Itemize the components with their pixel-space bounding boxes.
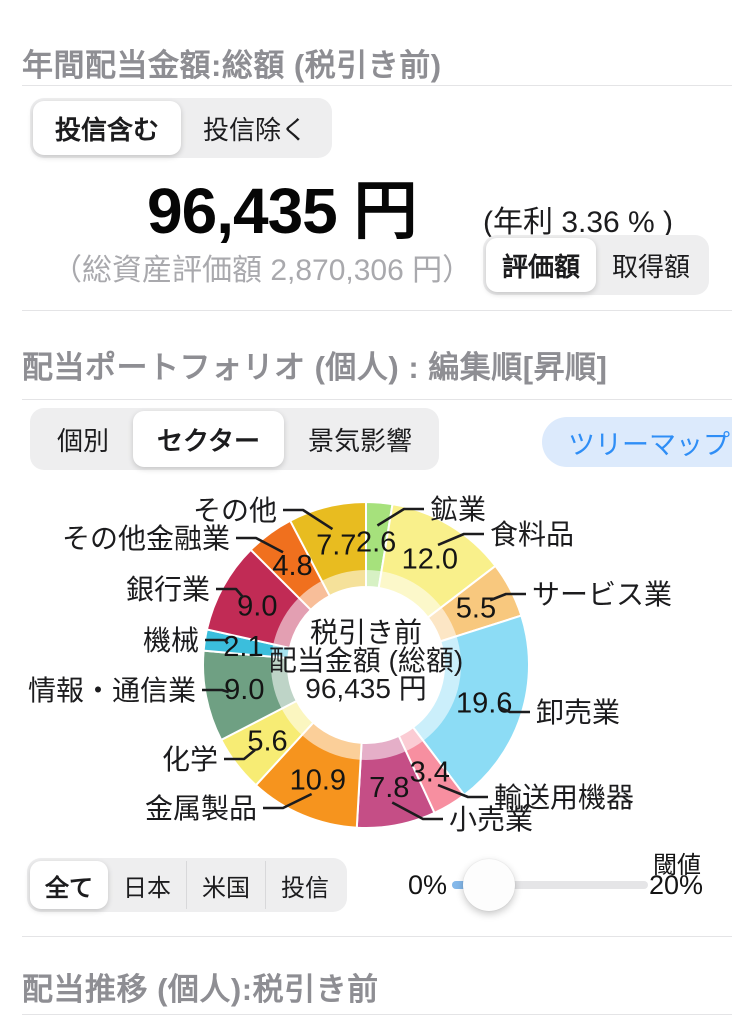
divider	[22, 399, 732, 400]
view-toggle-economy[interactable]: 景気影響	[307, 425, 412, 456]
label-leader-line	[263, 792, 313, 810]
label-leader-line	[489, 592, 526, 602]
annual-dividend-title: 年間配当金額:総額 (税引き前)	[22, 48, 442, 83]
slider-title: 閾値	[653, 852, 701, 879]
segment-value: 3.4	[410, 756, 450, 788]
label-leader-line	[236, 536, 284, 554]
segment-label: 機械	[143, 625, 199, 656]
segment-value: 7.8	[369, 772, 409, 804]
view-toggle: 個別 セクター 景気影響	[30, 408, 439, 470]
donut-segment-卸売業[interactable]	[412, 614, 530, 797]
segment-value: 5.5	[456, 593, 496, 625]
donut-center-text: 税引き前	[310, 617, 422, 648]
treemap-button[interactable]: ツリーマップ	[542, 417, 732, 467]
label-leader-line	[437, 532, 484, 547]
value-toggle-acquisition[interactable]: 取得額	[612, 251, 691, 282]
fund-toggle-exclude[interactable]: 投信除く	[203, 114, 308, 145]
donut-center-text: 96,435 円	[305, 673, 426, 704]
segment-label: 銀行業	[126, 574, 210, 605]
annual-yield: (年利 3.36 % )	[483, 206, 674, 239]
sector-donut-chart[interactable]: 2.6 鉱業 12.0 食料品 5.5 サービス業 19.6 卸売業 3.4 輸送用機器 7.8 小売…	[0, 470, 732, 860]
segment-value: 9.0	[237, 590, 277, 622]
segment-label: 卸売業	[536, 697, 620, 728]
divider	[22, 1014, 732, 1015]
divider	[22, 310, 732, 311]
fund-toggle-include[interactable]: 投信含む	[33, 101, 182, 155]
segment-value: 10.9	[290, 764, 346, 796]
label-leader-line	[205, 638, 229, 645]
region-toggle: 全て 日本 米国 投信	[27, 858, 347, 912]
segment-value: 9.0	[224, 674, 264, 706]
segment-label: サービス業	[532, 579, 672, 610]
segment-value: 4.8	[272, 550, 312, 582]
region-toggle-japan[interactable]: 日本	[123, 874, 171, 902]
label-leader-line	[391, 801, 443, 821]
segment-value: 7.7	[316, 530, 356, 562]
fund-toggle: 投信含む 投信除く	[30, 98, 333, 158]
label-leader-line	[224, 749, 256, 761]
segment-label: その他	[193, 495, 277, 526]
segment-label: 化学	[162, 744, 218, 775]
segment-label: 情報・通信業	[28, 675, 196, 706]
label-leader-line	[216, 587, 245, 599]
label-leader-line	[376, 507, 424, 527]
segment-label: 輸送用機器	[494, 782, 634, 813]
value-toggle-valuation[interactable]: 評価額	[486, 238, 597, 292]
label-leader-line	[283, 508, 334, 531]
segment-value: 19.6	[456, 688, 512, 720]
region-toggle-all[interactable]: 全て	[30, 861, 108, 909]
segment-label: 鉱業	[430, 494, 486, 525]
portfolio-title: 配当ポートフォリオ (個人) : 編集順[昇順]	[22, 350, 608, 385]
segment-value: 2.1	[223, 631, 263, 663]
region-toggle-fund[interactable]: 投信	[265, 861, 344, 909]
threshold-slider-thumb[interactable]	[463, 859, 516, 911]
threshold-slider-track[interactable]	[452, 881, 648, 889]
segment-label: 小売業	[449, 804, 533, 835]
view-toggle-individual[interactable]: 個別	[57, 425, 110, 456]
slider-min-label: 0%	[408, 870, 448, 900]
annual-dividend-amount: 96,435 円	[147, 175, 418, 247]
segment-value: 2.6	[356, 526, 396, 558]
region-toggle-us[interactable]: 米国	[186, 861, 265, 909]
segment-label: 食料品	[490, 519, 574, 550]
label-leader-line	[437, 783, 488, 799]
label-leader-line	[498, 706, 530, 714]
segment-label: その他金融業	[62, 523, 230, 554]
view-toggle-sector[interactable]: セクター	[133, 411, 284, 467]
label-leader-line	[202, 688, 230, 694]
divider	[22, 85, 732, 86]
donut-center-text: 配当金額 (総額)	[269, 645, 463, 676]
value-toggle: 評価額 取得額	[483, 235, 710, 295]
total-asset-value: （総資産評価額 2,870,306 円）	[52, 254, 473, 287]
segment-label: 金属製品	[145, 793, 257, 824]
slider-max-label: 20%	[649, 870, 704, 900]
trend-title: 配当推移 (個人):税引き前	[22, 972, 379, 1007]
divider	[22, 936, 732, 937]
segment-value: 12.0	[402, 544, 458, 576]
